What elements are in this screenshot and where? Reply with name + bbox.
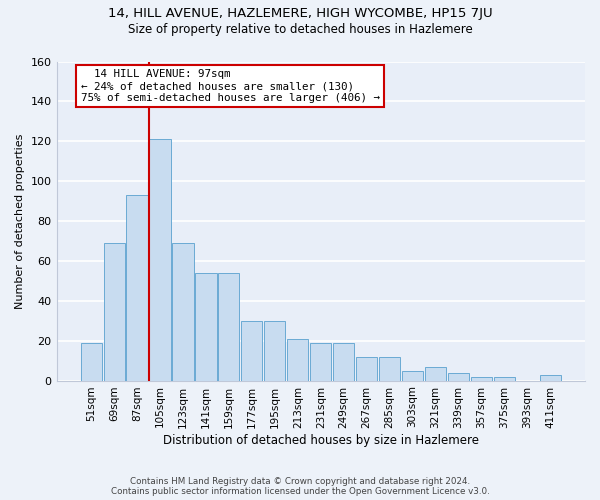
Bar <box>241 320 262 380</box>
Bar <box>218 273 239 380</box>
Text: Size of property relative to detached houses in Hazlemere: Size of property relative to detached ho… <box>128 22 472 36</box>
Bar <box>172 243 194 380</box>
Bar <box>448 372 469 380</box>
Bar <box>471 376 492 380</box>
Y-axis label: Number of detached properties: Number of detached properties <box>15 134 25 308</box>
Text: 14 HILL AVENUE: 97sqm  
← 24% of detached houses are smaller (130)
75% of semi-d: 14 HILL AVENUE: 97sqm ← 24% of detached … <box>81 70 380 102</box>
Bar <box>402 370 423 380</box>
X-axis label: Distribution of detached houses by size in Hazlemere: Distribution of detached houses by size … <box>163 434 479 448</box>
Bar <box>149 140 170 380</box>
Bar <box>127 195 148 380</box>
Bar <box>425 366 446 380</box>
Bar <box>287 338 308 380</box>
Bar <box>196 273 217 380</box>
Text: 14, HILL AVENUE, HAZLEMERE, HIGH WYCOMBE, HP15 7JU: 14, HILL AVENUE, HAZLEMERE, HIGH WYCOMBE… <box>107 8 493 20</box>
Bar <box>80 342 101 380</box>
Bar <box>104 243 125 380</box>
Text: Contains HM Land Registry data © Crown copyright and database right 2024.
Contai: Contains HM Land Registry data © Crown c… <box>110 476 490 496</box>
Bar <box>356 356 377 380</box>
Bar <box>333 342 354 380</box>
Bar <box>310 342 331 380</box>
Bar <box>264 320 286 380</box>
Bar <box>379 356 400 380</box>
Bar <box>494 376 515 380</box>
Bar <box>540 374 561 380</box>
